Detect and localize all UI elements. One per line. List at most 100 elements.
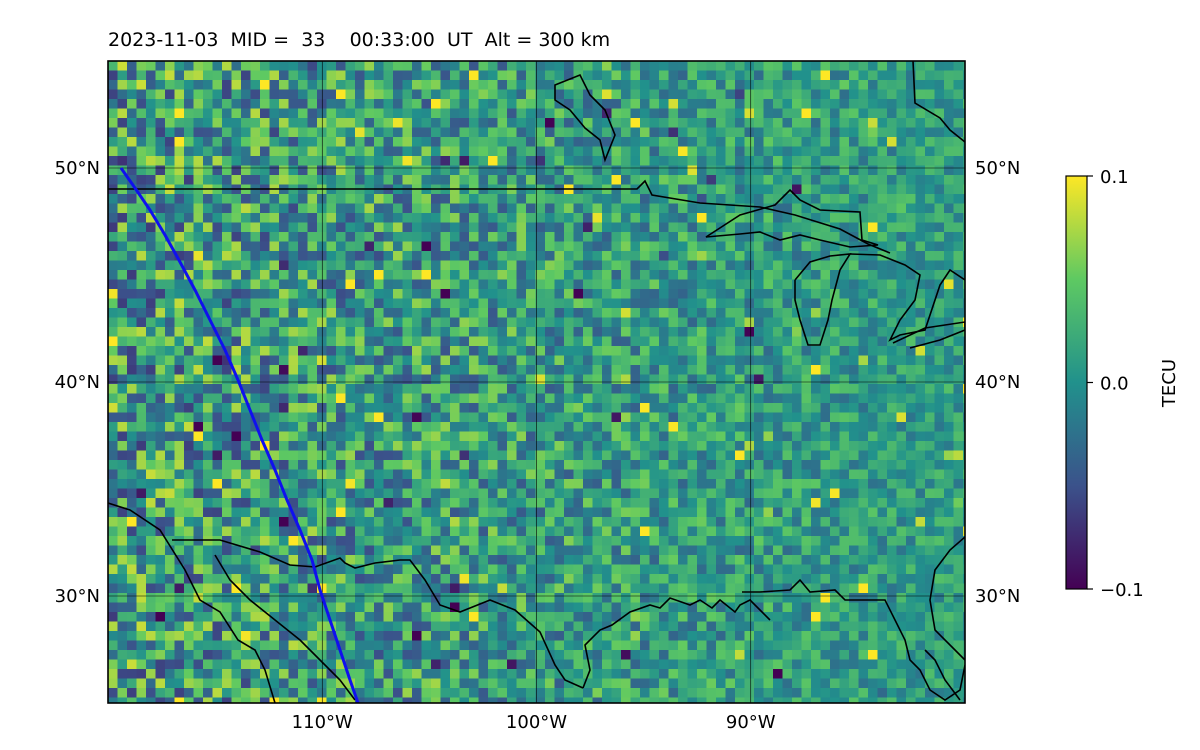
tec-pixel [592,317,603,328]
tec-pixel [383,232,394,243]
tec-pixel [497,412,508,423]
tec-pixel [193,251,204,262]
tec-pixel [136,70,147,81]
tec-pixel [830,384,841,395]
tec-pixel [155,545,166,556]
tec-pixel [402,355,413,366]
tec-pixel [459,279,470,290]
tec-pixel [526,412,537,423]
tec-pixel [744,469,755,480]
tec-pixel [687,374,698,385]
tec-pixel [944,336,955,347]
tec-pixel [374,127,385,138]
tec-pixel [915,460,926,471]
tec-pixel [925,450,936,461]
tec-pixel [564,564,575,575]
tec-pixel [393,431,404,442]
tec-pixel [602,469,613,480]
tec-pixel [934,222,945,233]
tec-pixel [212,536,223,547]
tec-pixel [592,431,603,442]
tec-pixel [374,336,385,347]
tec-pixel [383,137,394,148]
tec-pixel [165,412,176,423]
tec-pixel [649,270,660,281]
tec-pixel [260,450,271,461]
tec-pixel [440,279,451,290]
tec-pixel [288,175,299,186]
tec-pixel [697,507,708,518]
tec-pixel [697,355,708,366]
tec-pixel [108,327,119,338]
tec-pixel [374,498,385,509]
tec-pixel [469,99,480,110]
tec-pixel [421,99,432,110]
tec-pixel [659,374,670,385]
tec-pixel [887,488,898,499]
tec-pixel [782,108,793,119]
tec-pixel [516,80,527,91]
tec-pixel [203,165,214,176]
tec-pixel [944,479,955,490]
tec-pixel [564,545,575,556]
tec-pixel [649,289,660,300]
tec-pixel [516,498,527,509]
tec-pixel [687,317,698,328]
tec-pixel [298,251,309,262]
tec-pixel [934,251,945,262]
tec-pixel [459,118,470,129]
tec-pixel [602,241,613,252]
tec-pixel [421,441,432,452]
tec-pixel [421,308,432,319]
tec-pixel [402,365,413,376]
tec-pixel [326,469,337,480]
tec-pixel [887,317,898,328]
tec-pixel [782,422,793,433]
tec-pixel [744,213,755,224]
tec-pixel [887,327,898,338]
tec-pixel [592,156,603,167]
tec-pixel [925,156,936,167]
tec-pixel [630,412,641,423]
tec-pixel [792,450,803,461]
tec-pixel [117,118,128,129]
tec-pixel [792,289,803,300]
tec-pixel [184,70,195,81]
tec-pixel [117,460,128,471]
tec-pixel [573,517,584,528]
tec-pixel [782,127,793,138]
tec-pixel [906,403,917,414]
tec-pixel [184,450,195,461]
tec-pixel [801,146,812,157]
tec-pixel [877,365,888,376]
tec-pixel [640,441,651,452]
tec-pixel [478,232,489,243]
tec-pixel [934,488,945,499]
tec-pixel [136,298,147,309]
tec-pixel [402,251,413,262]
tec-pixel [393,469,404,480]
tec-pixel [127,441,138,452]
tec-pixel [934,89,945,100]
tec-pixel [450,460,461,471]
tec-pixel [545,118,556,129]
tec-pixel [621,118,632,129]
tec-pixel [773,545,784,556]
tec-pixel [621,327,632,338]
tec-pixel [298,355,309,366]
tec-pixel [611,194,622,205]
tec-pixel [136,327,147,338]
tec-pixel [545,99,556,110]
tec-pixel [212,298,223,309]
tec-pixel [488,479,499,490]
tec-pixel [792,564,803,575]
tec-pixel [450,99,461,110]
tec-pixel [288,488,299,499]
tec-pixel [440,469,451,480]
tec-pixel [545,412,556,423]
tec-pixel [953,108,964,119]
tec-pixel [820,545,831,556]
tec-pixel [678,251,689,262]
tec-pixel [478,479,489,490]
tec-pixel [364,61,375,72]
